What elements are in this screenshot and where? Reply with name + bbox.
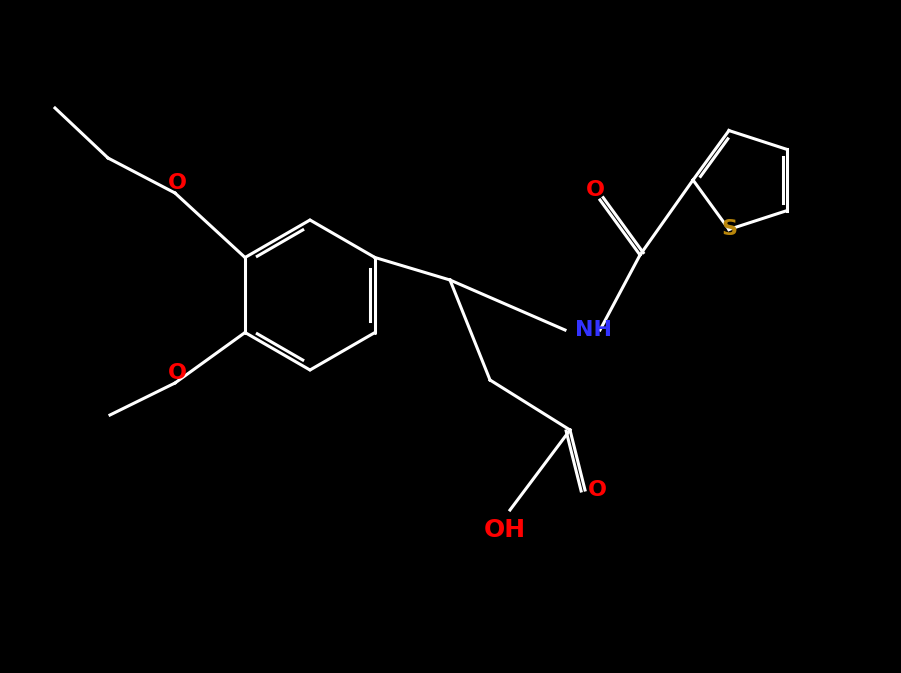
Text: O: O bbox=[168, 363, 187, 383]
Text: O: O bbox=[587, 480, 606, 500]
Text: NH: NH bbox=[575, 320, 612, 340]
Text: S: S bbox=[721, 219, 737, 240]
Text: O: O bbox=[168, 173, 187, 193]
Text: OH: OH bbox=[484, 518, 526, 542]
Text: O: O bbox=[586, 180, 605, 200]
